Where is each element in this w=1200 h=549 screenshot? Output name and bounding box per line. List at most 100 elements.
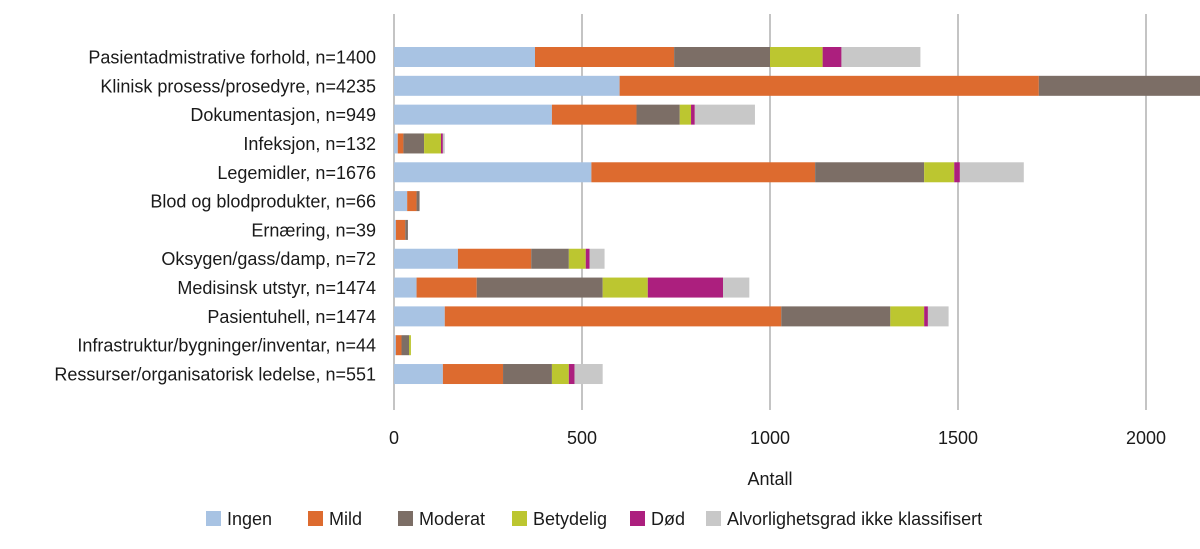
bar-segment (841, 47, 921, 67)
bar-segment (416, 277, 477, 298)
bar-segment (619, 75, 1039, 96)
bar-segment (890, 306, 925, 327)
bar-segment (959, 162, 1024, 183)
bar-segment (394, 191, 408, 212)
legend-swatch (308, 511, 323, 526)
bar-segment (424, 133, 441, 154)
x-axis-ticks: 05001000150020002500300035004000 (389, 428, 1166, 448)
bar-segment (694, 104, 755, 125)
bar-segment (591, 162, 816, 183)
bar-segment (674, 47, 770, 67)
bar-segment (442, 364, 504, 385)
bar-segment (1038, 75, 1200, 96)
bar-segment (781, 306, 891, 327)
bar-segment (394, 306, 445, 327)
bar-segment (602, 277, 648, 298)
legend-swatch (706, 511, 721, 526)
bar-segment (531, 248, 569, 269)
bar-segment (394, 248, 458, 269)
x-tick-label: 1000 (750, 428, 790, 448)
category-label: Klinisk prosess/prosedyre, n=4235 (100, 76, 376, 96)
bar-segment (409, 335, 411, 356)
category-label: Ressurser/organisatorisk ledelse, n=551 (54, 365, 376, 385)
bar-segment (401, 335, 410, 356)
bar-segment (551, 364, 569, 385)
bar-segment (636, 104, 680, 125)
bar-segment (394, 335, 396, 356)
bar-segment (679, 104, 692, 125)
category-labels: Pasientadmistrative forhold, n=1400 Klini… (54, 48, 376, 385)
legend: Ingen Mild Moderat Betydelig Død Alvorlighets… (206, 509, 982, 529)
bar-segment (405, 219, 408, 240)
legend-item: Alvorlighetsgrad ikke klassifisert (706, 509, 982, 529)
x-tick-label: 500 (567, 428, 597, 448)
bar-segment (442, 133, 445, 154)
bar-segment (647, 277, 723, 298)
legend-swatch (398, 511, 413, 526)
legend-item: Ingen (206, 509, 272, 529)
legend-item: Død (630, 509, 685, 529)
bar-segment (397, 133, 404, 154)
bar-segment (407, 191, 417, 212)
category-label: Legemidler, n=1676 (217, 163, 376, 183)
bar-segment (394, 277, 417, 298)
bar-segment (441, 133, 443, 154)
bar-segment (770, 47, 823, 67)
bar-segment (924, 306, 928, 327)
bar-segment (815, 162, 925, 183)
bar-segment (568, 364, 575, 385)
bar-segment (457, 248, 532, 269)
bar-segment (589, 248, 605, 269)
bar-segment (535, 47, 675, 67)
bar-segment (394, 364, 443, 385)
legend-label: Betydelig (533, 509, 607, 529)
legend-label: Mild (329, 509, 362, 529)
bar-segment (568, 248, 586, 269)
x-tick-label: 0 (389, 428, 399, 448)
bar-segment (395, 219, 406, 240)
legend-swatch (630, 511, 645, 526)
legend-swatch (206, 511, 221, 526)
bar-segment (395, 335, 402, 356)
legend-item: Betydelig (512, 509, 607, 529)
category-label: Ernæring, n=39 (251, 220, 376, 240)
legend-item: Mild (308, 509, 362, 529)
legend-label: Død (651, 509, 685, 529)
legend-label: Moderat (419, 509, 485, 529)
x-tick-label: 2000 (1126, 428, 1166, 448)
bar-segment (394, 219, 396, 240)
bars (394, 47, 1200, 385)
bar-segment (691, 104, 695, 125)
legend-swatch (512, 511, 527, 526)
bar-segment (476, 277, 603, 298)
bar-segment (503, 364, 552, 385)
category-label: Dokumentasjon, n=949 (190, 105, 376, 125)
bar-segment (723, 277, 750, 298)
grid (393, 14, 1147, 410)
bar-segment (444, 306, 782, 327)
category-label: Infrastruktur/bygninger/inventar, n=44 (77, 336, 376, 356)
category-label: Pasientuhell, n=1474 (207, 307, 376, 327)
category-label: Oksygen/gass/damp, n=72 (161, 249, 376, 269)
bar-segment (924, 162, 955, 183)
bar-segment (403, 133, 425, 154)
legend-label: Ingen (227, 509, 272, 529)
x-tick-label: 1500 (938, 428, 978, 448)
category-label: Infeksjon, n=132 (243, 134, 376, 154)
category-label: Blod og blodprodukter, n=66 (150, 192, 376, 212)
bar-segment (954, 162, 960, 183)
bar-segment (416, 191, 420, 212)
bar-segment (585, 248, 590, 269)
bar-segment (574, 364, 603, 385)
x-axis-title: Antall (747, 469, 792, 489)
legend-label: Alvorlighetsgrad ikke klassifisert (727, 509, 982, 529)
bar-segment (394, 133, 398, 154)
category-label: Medisinsk utstyr, n=1474 (177, 278, 376, 298)
category-label: Pasientadmistrative forhold, n=1400 (88, 48, 376, 68)
bar-segment (551, 104, 637, 125)
bar-segment (394, 75, 620, 96)
bar-segment (927, 306, 949, 327)
bar-segment (822, 47, 842, 67)
bar-segment (394, 47, 535, 67)
